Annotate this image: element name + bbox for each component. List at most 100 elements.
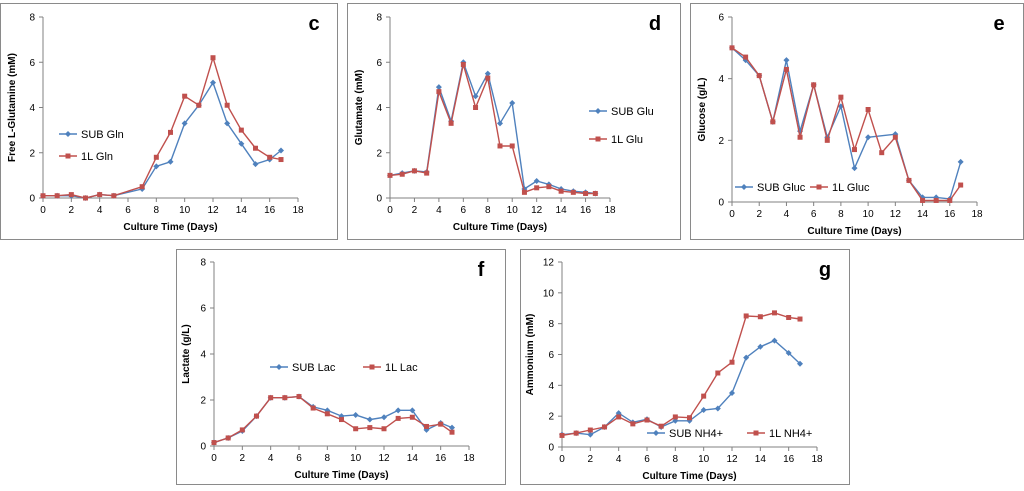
x-tick-label: 6 [811, 209, 817, 220]
x-tick-label: 2 [756, 209, 762, 220]
data-point [570, 189, 576, 195]
data-point [381, 414, 387, 421]
x-tick-label: 18 [971, 209, 983, 220]
data-point [395, 407, 402, 414]
x-tick-label: 10 [863, 209, 875, 220]
y-tick-label: 4 [376, 103, 382, 114]
y-tick-label: 10 [543, 288, 555, 299]
data-point [424, 170, 430, 176]
data-point [743, 313, 749, 319]
data-point [411, 168, 417, 174]
data-point [239, 427, 245, 433]
data-point [559, 432, 565, 438]
y-tick-label: 2 [376, 148, 382, 159]
data-point [238, 127, 244, 133]
x-tick-label: 18 [292, 205, 304, 216]
data-point [182, 93, 188, 99]
y-tick-label: 6 [376, 58, 382, 69]
series-line [561, 339, 801, 436]
y-tick-label: 0 [376, 194, 382, 205]
x-tick-label: 8 [838, 209, 844, 220]
data-point [485, 75, 491, 81]
y-tick-label: 6 [200, 304, 206, 315]
x-tick-label: 6 [461, 205, 467, 216]
legend-label: SUB Lac [292, 362, 336, 374]
series-line [561, 312, 801, 437]
data-point [424, 423, 429, 429]
data-point [797, 360, 803, 367]
legend-label: 1L Glu [611, 134, 643, 146]
legend-marker [753, 430, 759, 436]
panel-letter: c [308, 13, 319, 35]
legend-label: 1L Gluc [832, 182, 870, 194]
data-point [497, 120, 503, 127]
legend-marker [816, 184, 822, 190]
data-point [153, 154, 159, 160]
x-axis-title: Culture Time (Days) [642, 471, 736, 482]
data-point [865, 134, 872, 141]
x-tick-label: 12 [890, 209, 902, 220]
data-point [837, 103, 844, 110]
panel-d: 0 2 4 6 8 0 2 4 6 8 10 12 14 16 18 Culture Time (Days) G… [347, 3, 681, 240]
data-point [268, 395, 274, 401]
x-tick-label: 4 [436, 205, 442, 216]
x-tick-label: 4 [268, 453, 274, 464]
data-point [797, 134, 803, 140]
data-point [957, 158, 964, 165]
data-point [381, 426, 387, 432]
y-tick-label: 6 [718, 13, 724, 24]
data-point [534, 185, 540, 191]
y-tick-label: 8 [548, 319, 554, 330]
data-point [449, 429, 455, 435]
data-point [224, 102, 230, 108]
data-point [395, 415, 401, 421]
data-point [743, 354, 750, 361]
x-tick-label: 2 [240, 453, 246, 464]
x-tick-label: 4 [97, 205, 103, 216]
x-tick-label: 2 [588, 454, 594, 465]
data-point [448, 120, 454, 126]
data-point [324, 411, 330, 417]
data-point [852, 147, 857, 153]
x-tick-label: 6 [125, 205, 131, 216]
y-tick-label: 2 [29, 148, 35, 159]
data-point [210, 55, 216, 61]
x-tick-label: 0 [559, 454, 565, 465]
panel-f: 0 2 4 6 8 0 2 4 6 8 10 12 14 16 18 Culture Time (Days) L… [176, 249, 506, 485]
x-tick-label: 0 [729, 209, 735, 220]
x-tick-label: 2 [412, 205, 418, 216]
y-tick-label: 0 [29, 194, 35, 205]
data-point [210, 79, 216, 86]
data-point [472, 93, 479, 100]
y-tick-label: 0 [548, 443, 554, 454]
y-tick-label: 4 [200, 350, 206, 361]
series-line [43, 55, 282, 199]
legend-label: 1L Lac [385, 362, 418, 374]
data-point [278, 147, 284, 154]
x-tick-label: 14 [236, 205, 248, 216]
data-point [743, 54, 749, 60]
data-point [296, 394, 302, 400]
data-point [933, 197, 939, 203]
data-point [546, 184, 552, 190]
y-axis-title: Glutamate (mM) [354, 70, 365, 146]
data-point [521, 189, 527, 195]
legend-marker [276, 364, 282, 370]
y-axis-title: Glucose (g/L) [697, 78, 708, 142]
x-tick-label: 12 [207, 205, 219, 216]
data-point [772, 310, 777, 316]
x-tick-label: 14 [917, 209, 929, 220]
panel-letter: g [819, 259, 831, 281]
panel-e: 0 2 4 6 0 2 4 6 8 10 12 14 16 18 Culture Time (Days) Gl… [690, 3, 1024, 240]
data-point [473, 105, 479, 110]
panel-letter: e [993, 13, 1004, 35]
data-point [700, 407, 707, 413]
glutamine-chart: 0 2 4 6 8 0 2 4 6 8 10 12 14 16 18 Culture Time (Days) F… [7, 13, 320, 234]
data-point [111, 193, 117, 199]
data-point [672, 414, 678, 420]
y-tick-label: 2 [548, 412, 554, 423]
data-point [592, 190, 598, 196]
legend-marker [595, 136, 601, 142]
x-tick-label: 8 [485, 205, 491, 216]
lactate-chart: 0 2 4 6 8 0 2 4 6 8 10 12 14 16 18 Culture Time (Days) L… [181, 258, 485, 482]
